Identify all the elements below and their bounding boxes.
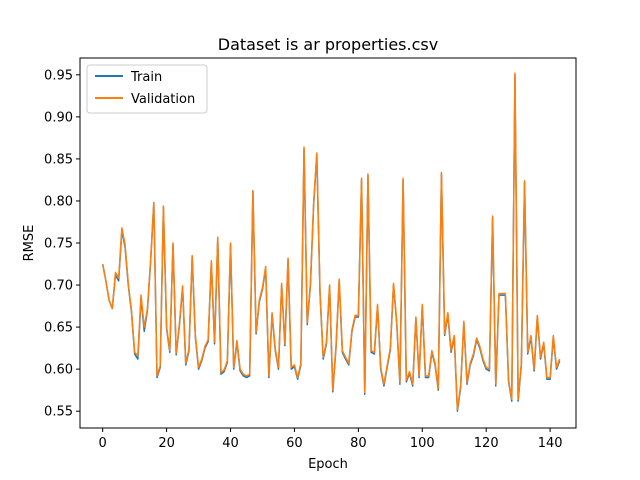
y-tick-label: 0.60 [44,363,73,378]
legend-label-train: Train [130,70,162,85]
y-tick-label: 0.80 [44,194,73,209]
y-tick-label: 0.90 [44,110,73,125]
y-tick-label: 0.55 [44,405,73,420]
x-tick-label: 80 [350,436,367,451]
legend-label-validation: Validation [131,92,195,107]
x-axis-ticks: 0 20 40 60 80 100 120 140 [99,428,563,451]
x-tick-label: 100 [410,436,435,451]
x-tick-label: 60 [286,436,303,451]
x-tick-label: 120 [474,436,499,451]
y-tick-label: 0.65 [44,321,73,336]
x-tick-label: 20 [158,436,175,451]
y-tick-label: 0.95 [44,68,73,83]
x-tick-label: 40 [222,436,239,451]
legend: Train Validation [86,64,208,114]
y-axis-ticks: 0.55 0.60 0.65 0.70 0.75 0.80 0.85 0.90 0.95 [44,68,80,420]
y-tick-label: 0.75 [44,237,73,252]
x-tick-label: 0 [99,436,107,451]
x-tick-label: 140 [538,436,563,451]
y-tick-label: 0.85 [44,152,73,167]
series-layer [101,72,561,412]
x-axis-label: Epoch [308,457,348,472]
series-line-validation [101,72,561,411]
y-axis-label: RMSE [22,225,37,262]
y-tick-label: 0.70 [44,279,73,294]
chart-title: Dataset is ar properties.csv [218,35,438,54]
